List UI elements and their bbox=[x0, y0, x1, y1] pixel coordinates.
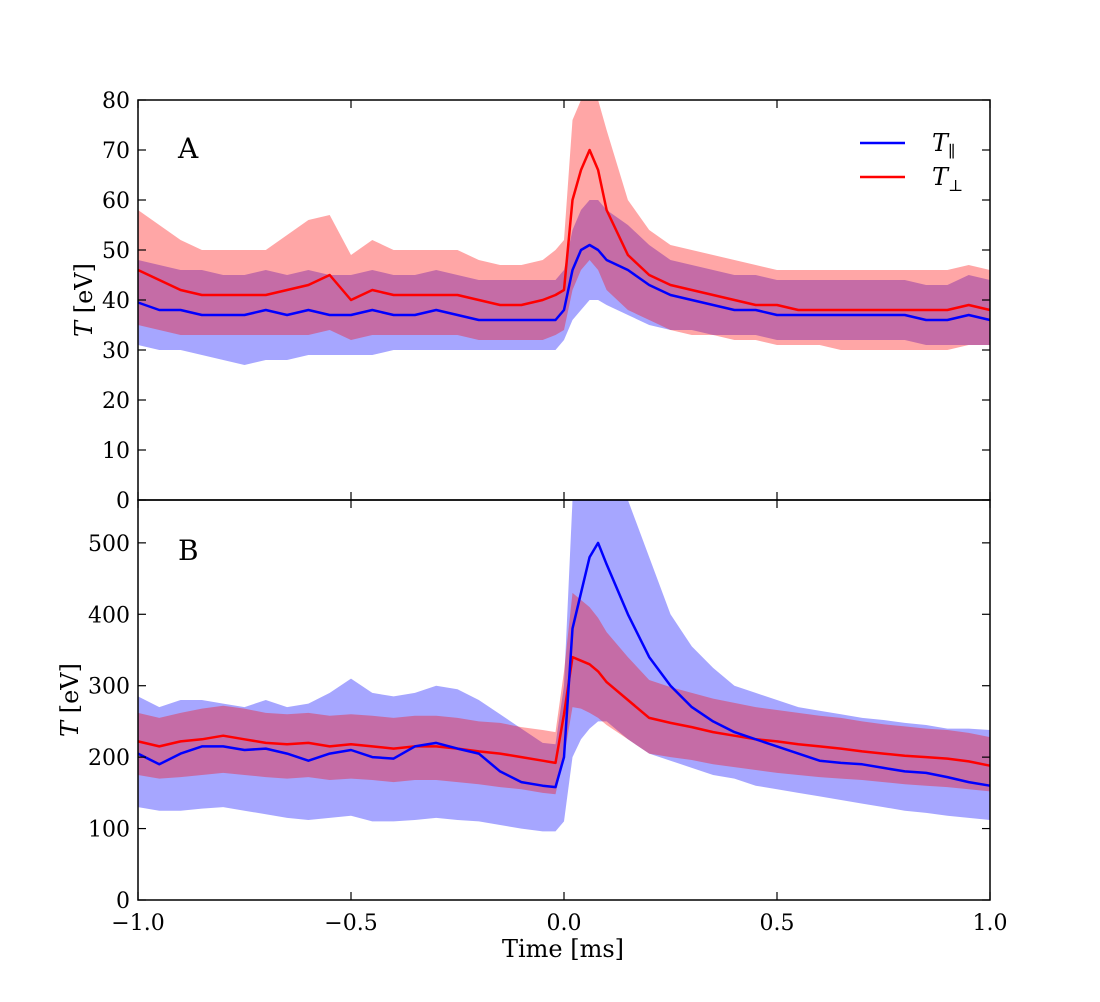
panel-b-ylabel: T [eV] bbox=[56, 663, 84, 737]
panel-a-ytick-label: 50 bbox=[102, 239, 130, 264]
panel-b-ytick-label: 200 bbox=[88, 746, 130, 771]
panel-b-line-perp bbox=[137, 655, 991, 767]
panel-a-label: A bbox=[177, 132, 199, 165]
panel-b-lines bbox=[137, 541, 991, 789]
panel-a-band-perp bbox=[138, 100, 990, 350]
panel-a-ytick-label: 80 bbox=[102, 89, 130, 114]
panel-a-ytick-label: 20 bbox=[102, 389, 130, 414]
panel-a-line-parallel bbox=[137, 243, 991, 322]
panel-a-ytick-label: 40 bbox=[102, 289, 130, 314]
panel-b-ticks: 0 100 200 300 400 500 −1.0 −0.5 0.0 0.5 1.0 bbox=[88, 500, 1008, 936]
panel-a-bands bbox=[138, 100, 990, 365]
panel-a-line-perp bbox=[137, 148, 991, 312]
legend-label-perp: T⊥ bbox=[932, 163, 963, 195]
panel-b-ytick-label: 100 bbox=[88, 818, 130, 843]
panel-b-band-parallel bbox=[138, 500, 990, 832]
panel-a-ytick-label: 70 bbox=[102, 139, 130, 164]
panel-b-ylabel-unit: [eV] bbox=[56, 663, 84, 713]
panel-b-ylabel-var: T bbox=[56, 719, 84, 737]
panel-a-ytick-label: 10 bbox=[102, 439, 130, 464]
panel-a-ylabel-unit: [eV] bbox=[70, 263, 98, 313]
legend: T∥ T⊥ bbox=[860, 129, 963, 195]
panel-b: 0 100 200 300 400 500 −1.0 −0.5 0.0 0.5 1.0 B T [e… bbox=[56, 499, 1008, 963]
legend-parallel-sub: ∥ bbox=[948, 142, 955, 161]
legend-label-parallel: T∥ bbox=[932, 129, 955, 161]
legend-perp-sub: ⊥ bbox=[948, 176, 963, 195]
panel-b-ytick-label: 400 bbox=[88, 603, 130, 628]
panel-b-ytick-label: 500 bbox=[88, 532, 130, 557]
panel-a-ytick-label: 0 bbox=[116, 489, 130, 514]
panel-a-ytick-label: 60 bbox=[102, 189, 130, 214]
panel-b-xtick-label: 0.0 bbox=[547, 911, 582, 936]
panel-b-bands bbox=[138, 500, 990, 832]
panel-b-line-parallel bbox=[137, 541, 991, 789]
panel-b-ytick-label: 0 bbox=[116, 889, 130, 914]
panel-b-xtick-label: 1.0 bbox=[973, 911, 1008, 936]
panel-a-ylabel-var: T bbox=[70, 319, 98, 337]
panel-a-lines bbox=[137, 148, 991, 322]
panel-b-xtick-label: −0.5 bbox=[324, 911, 377, 936]
x-axis-label: Time [ms] bbox=[502, 935, 624, 963]
panel-b-xtick-label: 0.5 bbox=[760, 911, 795, 936]
panel-a-ylabel: T [eV] bbox=[70, 263, 98, 337]
panel-b-xtick-label: −1.0 bbox=[111, 911, 164, 936]
panel-b-frame bbox=[137, 499, 991, 901]
legend-perp-var: T bbox=[932, 163, 950, 191]
panel-a-ytick-label: 30 bbox=[102, 339, 130, 364]
panel-a-ticks: 0 10 20 30 40 50 60 70 80 bbox=[102, 89, 991, 514]
panel-b-ytick-label: 300 bbox=[88, 675, 130, 700]
panel-b-label: B bbox=[178, 534, 199, 567]
legend-parallel-var: T bbox=[932, 129, 950, 157]
